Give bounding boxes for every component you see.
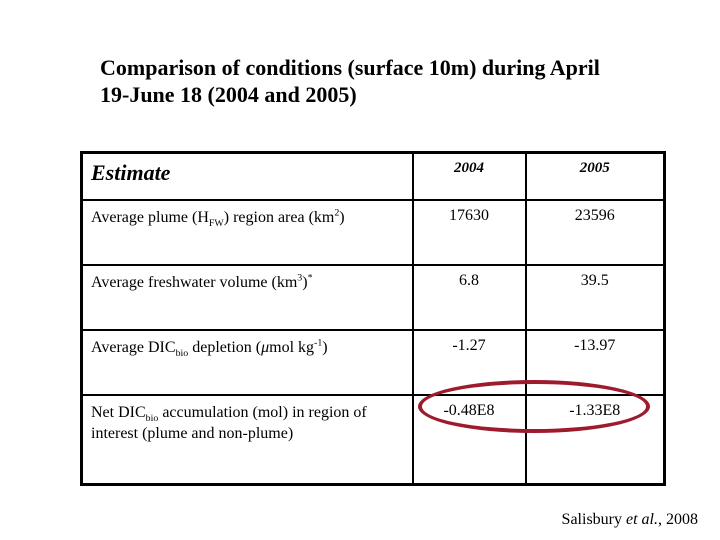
row-label: Average freshwater volume (km3)*: [80, 263, 414, 331]
table-row: Average DICbio depletion (μmol kg-1) -1.2…: [80, 328, 666, 396]
header-estimate: Estimate: [80, 151, 414, 201]
table-header-row: Estimate 2004 2005: [80, 151, 666, 201]
value-2005: 39.5: [524, 263, 666, 331]
value-2004: -1.27: [411, 328, 527, 396]
value-2004: 17630: [411, 198, 527, 266]
value-2005: -13.97: [524, 328, 666, 396]
citation: Salisbury et al., 2008: [561, 511, 698, 528]
value-2005: -1.33E8: [524, 393, 666, 486]
row-label: Net DICbio accumulation (mol) in region …: [80, 393, 414, 486]
header-2005: 2005: [524, 151, 666, 201]
comparison-table: Estimate 2004 2005 Average plume (HFW) r…: [80, 151, 666, 486]
page-title-line2: 19-June 18 (2004 and 2005): [100, 82, 357, 107]
table-row: Average freshwater volume (km3)* 6.8 39.5: [80, 263, 666, 331]
table-body: Average plume (HFW) region area (km2) 176…: [80, 198, 666, 486]
value-2005: 23596: [524, 198, 666, 266]
page-title-line1: Comparison of conditions (surface 10m) d…: [100, 55, 600, 80]
value-2004: -0.48E8: [411, 393, 527, 486]
table-row: Net DICbio accumulation (mol) in region …: [80, 393, 666, 486]
page-title: Comparison of conditions (surface 10m) d…: [100, 54, 680, 108]
table-row: Average plume (HFW) region area (km2) 176…: [80, 198, 666, 266]
row-label: Average plume (HFW) region area (km2): [80, 198, 414, 266]
value-2004: 6.8: [411, 263, 527, 331]
header-2004: 2004: [411, 151, 527, 201]
row-label: Average DICbio depletion (μmol kg-1): [80, 328, 414, 396]
